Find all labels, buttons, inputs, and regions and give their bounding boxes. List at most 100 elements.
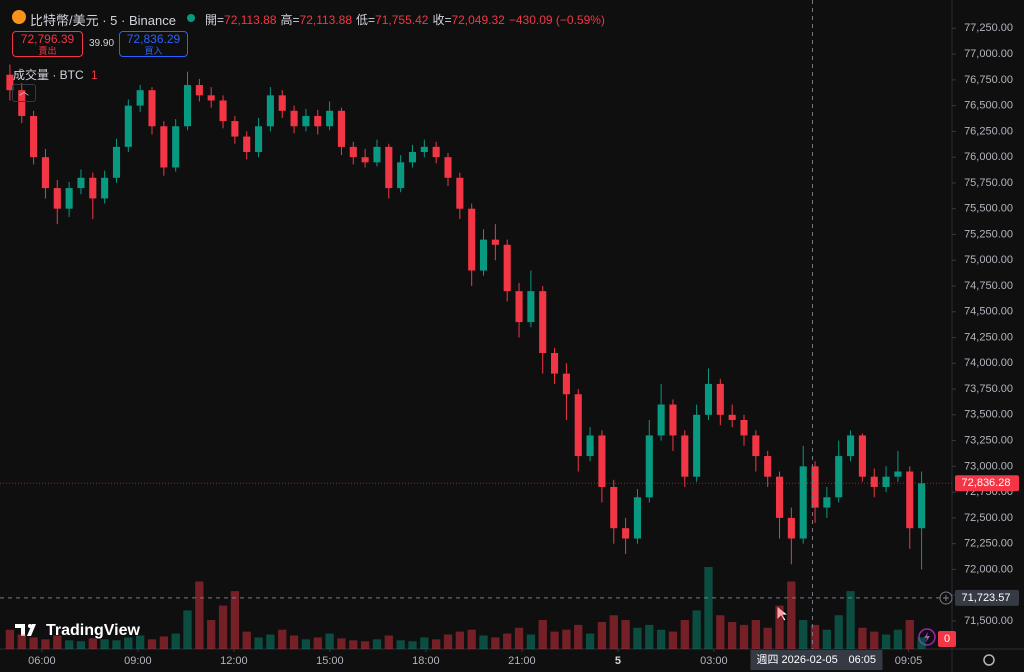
volume-bar [775,605,784,649]
candle-body [468,208,476,271]
candle-body [894,471,902,477]
volume-bar [810,624,820,649]
volume-bar [846,591,855,649]
volume-bar [739,624,749,649]
candle-body [112,146,121,178]
volume-bar [384,635,393,649]
candle-body [740,419,748,436]
candle-body [539,291,547,353]
volume-bar [159,636,168,649]
candle-body [6,74,14,91]
candle-body [183,85,192,127]
candle-body [89,177,97,199]
volume-bar [893,629,903,649]
candle-body [101,177,109,199]
candle-body [586,435,594,457]
y-tick-label: 72,000.00 [964,563,1013,575]
candle-body [18,90,26,116]
volume-bar [491,637,500,649]
volume-bar [668,631,678,649]
candle-body [811,466,819,508]
x-tick-label: 5 [615,655,621,667]
volume-bar [609,615,618,649]
candle-body [243,136,251,153]
y-tick-label: 77,250.00 [964,22,1013,34]
candle-body [847,435,855,457]
collapse-button[interactable]: ︿ [12,84,36,102]
candle-body [65,188,73,209]
x-tick-label: 12:00 [220,655,248,667]
volume-bar [562,629,571,649]
candle-body [302,115,310,127]
candle-body [527,291,535,323]
candle-body [669,404,677,436]
volume-bar [349,640,358,649]
candle-body [385,146,393,189]
candle-body [432,146,440,158]
volume-bar [278,629,287,649]
volume-bar [301,639,311,649]
volume-bar [443,634,453,649]
candle-body [219,100,227,122]
candle-body [408,152,417,163]
candle-body [610,486,618,529]
volume-bar [88,638,97,649]
candle-body [278,95,286,111]
candle-body [551,352,559,374]
volume-bar [751,620,760,649]
logo: TradingView [15,622,141,639]
candle-body [53,188,61,209]
candle-body [918,483,926,529]
settings-button[interactable] [983,654,995,666]
x-tick-label: 15:00 [316,655,344,667]
plot [5,64,926,649]
volume-bar [822,629,832,649]
volume-bar [420,637,429,649]
mouse-cursor [776,605,790,622]
volume-bar [479,635,488,649]
volume-bar [917,637,926,649]
volume-bar [325,633,334,649]
volume-bar [716,615,725,649]
candle-body [882,476,890,487]
volume-bar [396,640,405,649]
candle-body [479,239,488,271]
volume-bar [467,629,476,649]
volume-bar [834,615,843,649]
sell-button[interactable]: 72,796.39 賣出 [12,31,83,57]
volume-bar [5,629,15,649]
y-tick-label: 73,000.00 [964,460,1013,472]
volume-bar [53,635,62,649]
buy-button[interactable]: 72,836.29 買入 [119,31,188,57]
volume-bar [680,620,689,649]
y-tick-label: 71,500.00 [964,615,1013,627]
crosshair-time-clock: 06:05 [848,654,876,666]
ohlc-value: 72,113.88 [224,13,277,27]
btc-icon [12,10,26,24]
ohlc-label: 高= [280,13,300,27]
candle-body [574,394,582,457]
volume-bar [64,640,74,649]
x-tick-label: 09:05 [895,655,923,667]
volume-bar [656,629,666,649]
volume-bar [29,637,38,649]
market-status [187,14,195,22]
y-tick-label: 76,750.00 [964,74,1013,86]
volume-bar [455,631,464,649]
symbol-title[interactable]: 比特幣/美元 · 5 · Binance [30,13,176,28]
candle-body [207,95,215,101]
volume-bar [645,624,654,649]
volume-bar [503,633,512,649]
y-tick-label: 74,750.00 [964,280,1013,292]
volume-bar [799,620,808,649]
volume-bar [183,610,192,649]
lightning-button[interactable] [918,628,936,646]
buy-label: 買入 [144,46,163,56]
volume-bar [289,635,299,649]
y-tick-label: 76,250.00 [964,125,1013,137]
candle-body [799,466,807,539]
y-tick-label: 76,500.00 [964,100,1013,112]
volume-bar [242,631,251,649]
